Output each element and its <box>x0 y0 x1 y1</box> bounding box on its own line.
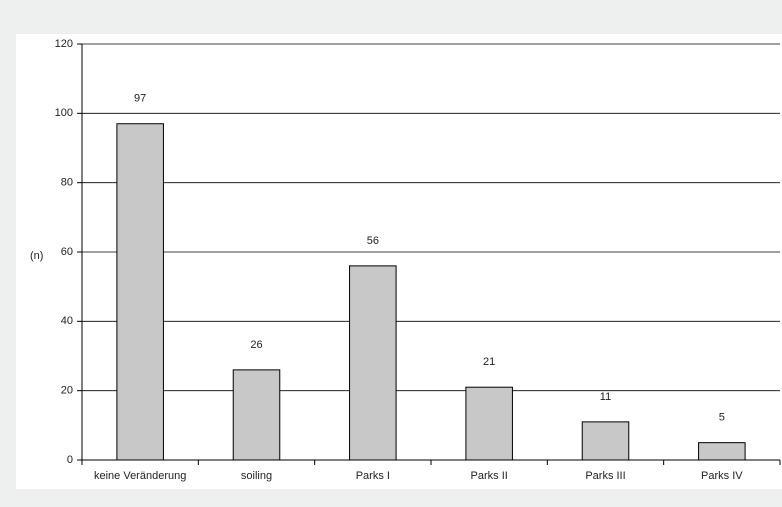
data-label: 5 <box>719 412 725 424</box>
data-label: 56 <box>367 235 379 247</box>
chart-frame: 0 20 40 60 80 100 120 97 keine Veränderung 26 soil… <box>16 34 782 489</box>
y-tick-label: 20 <box>61 385 73 397</box>
gridlines <box>82 43 780 392</box>
data-label: 21 <box>483 356 495 368</box>
x-tick-label: Parks III <box>585 470 625 482</box>
bar <box>698 442 746 461</box>
bar <box>116 123 164 461</box>
labels: 0 20 40 60 80 100 120 97 keine Veränderung 26 soil… <box>55 38 744 482</box>
y-tick-label: 100 <box>55 107 73 119</box>
bar <box>349 265 397 461</box>
x-tick-label: keine Veränderung <box>94 470 186 482</box>
axes <box>77 43 781 465</box>
data-label: 11 <box>600 391 611 403</box>
bar <box>581 421 630 461</box>
x-tick-label: Parks IV <box>701 470 743 482</box>
y-tick-label: 120 <box>55 38 73 50</box>
x-tick-label: soiling <box>241 470 272 482</box>
bars <box>116 123 746 461</box>
y-tick-label: 80 <box>61 177 73 189</box>
bar-chart: 0 20 40 60 80 100 120 97 keine Veränderung 26 soil… <box>30 38 781 482</box>
x-tick-label: Parks I <box>356 470 390 482</box>
y-axis-title: (n) <box>30 250 43 262</box>
data-label: 26 <box>250 339 262 351</box>
y-tick-label: 60 <box>61 246 73 258</box>
bar <box>232 369 281 461</box>
data-label: 97 <box>134 93 146 105</box>
y-tick-label: 0 <box>67 454 73 466</box>
x-tick-label: Parks II <box>471 470 508 482</box>
bar <box>465 386 513 461</box>
y-tick-label: 40 <box>61 315 73 327</box>
